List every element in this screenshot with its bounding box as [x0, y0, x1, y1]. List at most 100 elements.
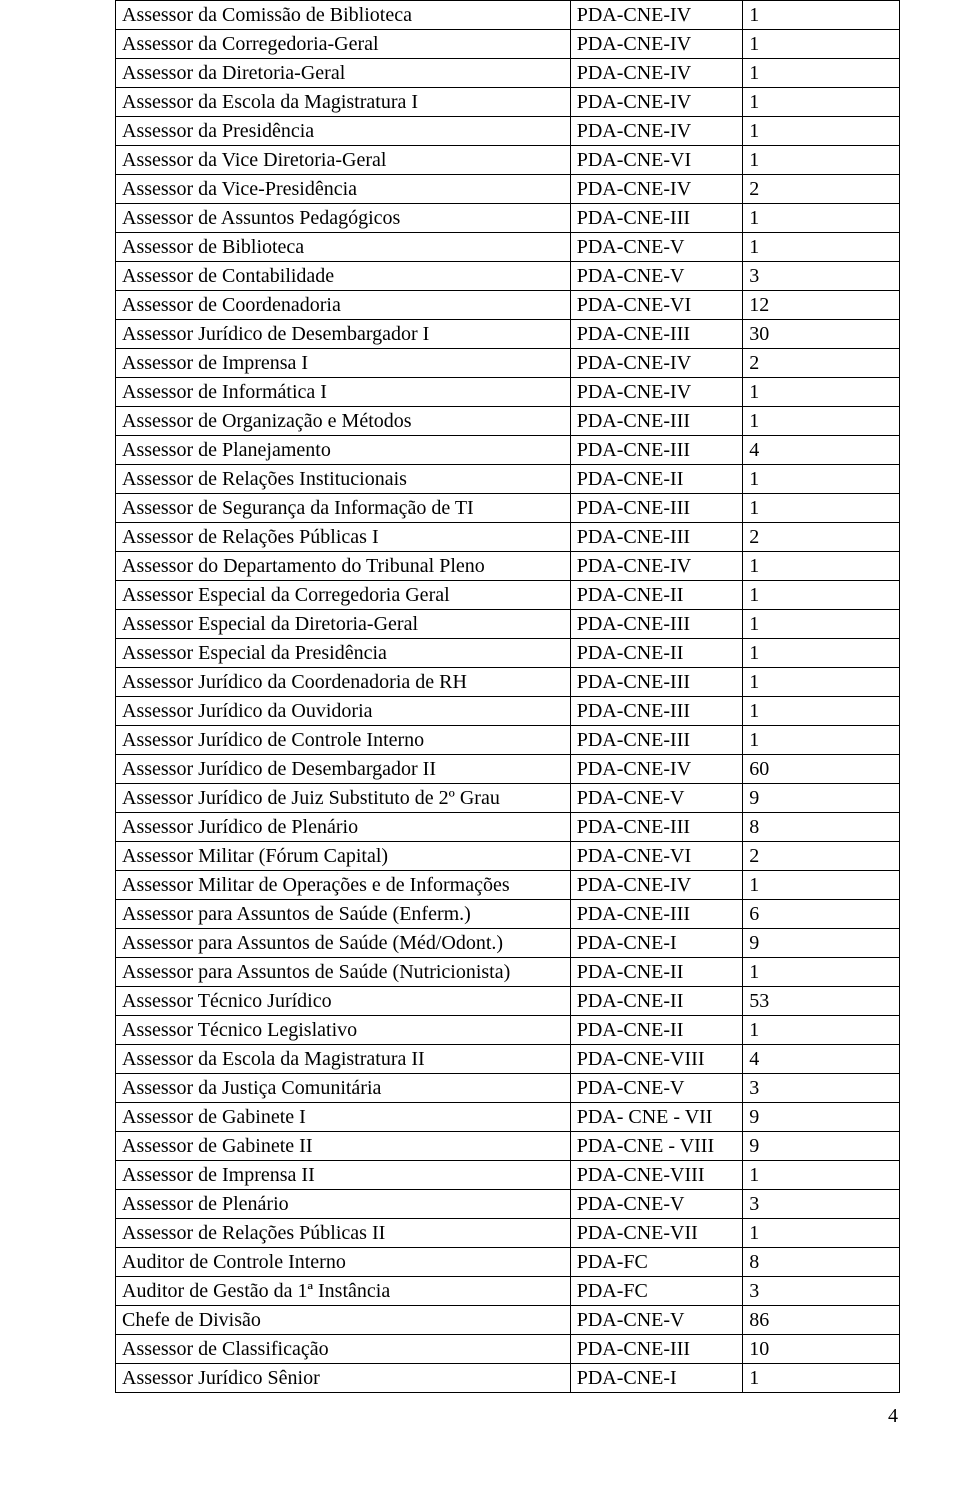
qtd-cell: 60	[743, 755, 900, 784]
table-row: Assessor da Comissão de BibliotecaPDA-CN…	[116, 1, 900, 30]
qtd-cell: 1	[743, 204, 900, 233]
codigo-cell: PDA-CNE-V	[570, 233, 742, 262]
cargo-cell: Assessor de Relações Institucionais	[116, 465, 571, 494]
cargo-cell: Assessor de Relações Públicas I	[116, 523, 571, 552]
cargo-cell: Chefe de Divisão	[116, 1306, 571, 1335]
codigo-cell: PDA-CNE-V	[570, 784, 742, 813]
qtd-cell: 1	[743, 407, 900, 436]
cargo-cell: Assessor Militar (Fórum Capital)	[116, 842, 571, 871]
cargo-cell: Assessor Jurídico da Coordenadoria de RH	[116, 668, 571, 697]
qtd-cell: 1	[743, 639, 900, 668]
table-row: Assessor de Relações Públicas IIPDA-CNE-…	[116, 1219, 900, 1248]
codigo-cell: PDA- CNE - VII	[570, 1103, 742, 1132]
table-row: Assessor de Segurança da Informação de T…	[116, 494, 900, 523]
table-row: Assessor Técnico LegislativoPDA-CNE-II1	[116, 1016, 900, 1045]
cargo-cell: Assessor de Planejamento	[116, 436, 571, 465]
cargo-cell: Assessor do Departamento do Tribunal Ple…	[116, 552, 571, 581]
cargo-cell: Assessor Jurídico Sênior	[116, 1364, 571, 1393]
table-row: Assessor da Escola da Magistratura IIPDA…	[116, 1045, 900, 1074]
codigo-cell: PDA-CNE-VI	[570, 291, 742, 320]
table-row: Assessor Jurídico da Coordenadoria de RH…	[116, 668, 900, 697]
codigo-cell: PDA-CNE-II	[570, 465, 742, 494]
cargo-cell: Assessor Especial da Corregedoria Geral	[116, 581, 571, 610]
codigo-cell: PDA-CNE-IV	[570, 871, 742, 900]
qtd-cell: 4	[743, 436, 900, 465]
table-row: Assessor da Escola da Magistratura IPDA-…	[116, 88, 900, 117]
table-row: Assessor de Relações InstitucionaisPDA-C…	[116, 465, 900, 494]
codigo-cell: PDA-CNE-IV	[570, 755, 742, 784]
table-row: Assessor Técnico JurídicoPDA-CNE-II53	[116, 987, 900, 1016]
cargo-cell: Assessor Especial da Presidência	[116, 639, 571, 668]
table-row: Assessor de PlenárioPDA-CNE-V3	[116, 1190, 900, 1219]
qtd-cell: 1	[743, 233, 900, 262]
cargo-cell: Assessor da Escola da Magistratura II	[116, 1045, 571, 1074]
page-number: 4	[115, 1405, 900, 1428]
table-row: Assessor Jurídico da OuvidoriaPDA-CNE-II…	[116, 697, 900, 726]
table-row: Assessor para Assuntos de Saúde (Méd/Odo…	[116, 929, 900, 958]
codigo-cell: PDA-CNE-II	[570, 581, 742, 610]
qtd-cell: 2	[743, 175, 900, 204]
qtd-cell: 10	[743, 1335, 900, 1364]
qtd-cell: 9	[743, 1132, 900, 1161]
cargo-cell: Assessor da Comissão de Biblioteca	[116, 1, 571, 30]
cargo-cell: Assessor Técnico Legislativo	[116, 1016, 571, 1045]
qtd-cell: 2	[743, 842, 900, 871]
table-row: Assessor Jurídico de Desembargador IIPDA…	[116, 755, 900, 784]
qtd-cell: 9	[743, 929, 900, 958]
table-row: Assessor de Imprensa IIPDA-CNE-VIII1	[116, 1161, 900, 1190]
table-row: Assessor para Assuntos de Saúde (Enferm.…	[116, 900, 900, 929]
table-row: Assessor de Relações Públicas IPDA-CNE-I…	[116, 523, 900, 552]
codigo-cell: PDA-CNE-III	[570, 436, 742, 465]
qtd-cell: 53	[743, 987, 900, 1016]
cargo-cell: Assessor de Informática I	[116, 378, 571, 407]
codigo-cell: PDA-CNE-V	[570, 1306, 742, 1335]
qtd-cell: 1	[743, 958, 900, 987]
table-row: Chefe de DivisãoPDA-CNE-V86	[116, 1306, 900, 1335]
codigo-cell: PDA-CNE-IV	[570, 1, 742, 30]
table-row: Assessor Jurídico de Controle InternoPDA…	[116, 726, 900, 755]
table-row: Assessor de Organização e MétodosPDA-CNE…	[116, 407, 900, 436]
qtd-cell: 86	[743, 1306, 900, 1335]
cargo-cell: Assessor Jurídico de Plenário	[116, 813, 571, 842]
qtd-cell: 1	[743, 668, 900, 697]
table-row: Assessor de ContabilidadePDA-CNE-V3	[116, 262, 900, 291]
codigo-cell: PDA-CNE-IV	[570, 117, 742, 146]
qtd-cell: 1	[743, 378, 900, 407]
table-row: Assessor Militar (Fórum Capital)PDA-CNE-…	[116, 842, 900, 871]
qtd-cell: 8	[743, 1248, 900, 1277]
cargo-cell: Assessor Jurídico da Ouvidoria	[116, 697, 571, 726]
codigo-cell: PDA-CNE-I	[570, 1364, 742, 1393]
cargo-cell: Assessor da Diretoria-Geral	[116, 59, 571, 88]
cargo-cell: Assessor de Coordenadoria	[116, 291, 571, 320]
qtd-cell: 3	[743, 1074, 900, 1103]
qtd-cell: 8	[743, 813, 900, 842]
cargo-cell: Assessor Jurídico de Controle Interno	[116, 726, 571, 755]
table-row: Assessor de Assuntos PedagógicosPDA-CNE-…	[116, 204, 900, 233]
codigo-cell: PDA-CNE-V	[570, 1190, 742, 1219]
codigo-cell: PDA-CNE-IV	[570, 59, 742, 88]
table-row: Auditor de Controle InternoPDA-FC8	[116, 1248, 900, 1277]
qtd-cell: 1	[743, 59, 900, 88]
cargo-cell: Assessor de Biblioteca	[116, 233, 571, 262]
cargo-cell: Assessor de Plenário	[116, 1190, 571, 1219]
qtd-cell: 1	[743, 1219, 900, 1248]
cargo-cell: Assessor de Gabinete II	[116, 1132, 571, 1161]
table-row: Assessor de ClassificaçãoPDA-CNE-III10	[116, 1335, 900, 1364]
codigo-cell: PDA-CNE-III	[570, 900, 742, 929]
codigo-cell: PDA-CNE-VII	[570, 1219, 742, 1248]
table-row: Assessor Jurídico SêniorPDA-CNE-I1	[116, 1364, 900, 1393]
cargos-table: Assessor da Comissão de BibliotecaPDA-CN…	[115, 0, 900, 1393]
cargo-cell: Assessor de Gabinete I	[116, 1103, 571, 1132]
cargo-cell: Assessor para Assuntos de Saúde (Nutrici…	[116, 958, 571, 987]
qtd-cell: 1	[743, 697, 900, 726]
codigo-cell: PDA-CNE-II	[570, 987, 742, 1016]
cargo-cell: Auditor de Controle Interno	[116, 1248, 571, 1277]
cargo-cell: Assessor Técnico Jurídico	[116, 987, 571, 1016]
codigo-cell: PDA-CNE-VI	[570, 146, 742, 175]
codigo-cell: PDA-FC	[570, 1248, 742, 1277]
qtd-cell: 1	[743, 552, 900, 581]
table-row: Assessor Jurídico de Desembargador IPDA-…	[116, 320, 900, 349]
qtd-cell: 6	[743, 900, 900, 929]
codigo-cell: PDA-CNE-VIII	[570, 1161, 742, 1190]
cargo-cell: Assessor da Vice Diretoria-Geral	[116, 146, 571, 175]
